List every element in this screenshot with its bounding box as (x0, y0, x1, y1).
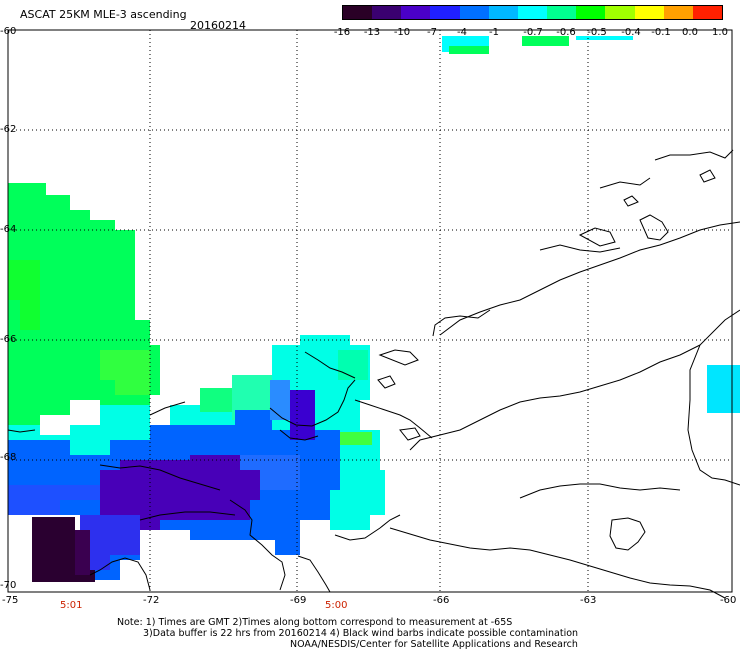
map-frame (7, 29, 733, 593)
colorbar-swatch-2 (372, 6, 402, 19)
colorbar-swatch-11 (634, 6, 664, 19)
lon-label: -63 (580, 595, 597, 606)
lon-label: -75 (2, 595, 19, 606)
colorbar-label: -7 (427, 27, 437, 38)
colorbar-label: -1 (489, 27, 499, 38)
map-date: 20160214 (190, 19, 246, 32)
colorbar-swatch-4 (430, 6, 460, 19)
colorbar-label: -13 (363, 27, 381, 38)
note-line-2: 3)Data buffer is 22 hrs from 20160214 4)… (143, 628, 579, 639)
lat-label: -66 (0, 334, 17, 345)
colorbar-label: 1.0 (712, 27, 728, 38)
colorbar-swatch-13 (692, 6, 723, 19)
colorbar-swatch-12 (663, 6, 693, 19)
colorbar-swatch-6 (488, 6, 518, 19)
graticule (8, 30, 732, 592)
colorbar-label: -0.5 (587, 27, 607, 38)
lat-label: -64 (0, 224, 17, 235)
colorbar-label: -0.4 (621, 27, 641, 38)
lat-label: -62 (0, 124, 17, 135)
time-label: 5:00 (325, 600, 348, 611)
colorbar-label: -4 (457, 27, 467, 38)
colorbar-swatch-8 (547, 6, 577, 19)
colorbar-label: -0.6 (556, 27, 576, 38)
colorbar-label: -0.7 (523, 27, 543, 38)
colorbar-label: 0.0 (682, 27, 698, 38)
lat-label: -60 (0, 26, 17, 37)
colorbar-swatch-9 (576, 6, 606, 19)
note-line-1: Note: 1) Times are GMT 2)Times along bot… (117, 617, 513, 628)
colorbar-label: -0.1 (651, 27, 671, 38)
colorbar-swatch-7 (517, 6, 548, 19)
lon-label: -60 (720, 595, 737, 606)
lat-label: -68 (0, 452, 17, 463)
colorbar-label: -16 (333, 27, 351, 38)
lon-label: -66 (433, 595, 450, 606)
wind-data-swath (8, 36, 740, 582)
colorbar-swatch-1 (343, 6, 373, 19)
lat-label: -70 (0, 580, 17, 591)
coastline (7, 149, 740, 599)
colorbar-label: -10 (393, 27, 411, 38)
time-label: 5:01 (60, 600, 83, 611)
colorbar-swatch-5 (459, 6, 489, 19)
colorbar (342, 5, 723, 20)
map-title: ASCAT 25KM MLE-3 ascending (20, 8, 187, 21)
lon-label: -69 (290, 595, 307, 606)
note-line-3: NOAA/NESDIS/Center for Satellite Applica… (290, 639, 578, 650)
lon-label: -72 (143, 595, 160, 606)
colorbar-swatch-10 (605, 6, 635, 19)
colorbar-swatch-3 (401, 6, 431, 19)
